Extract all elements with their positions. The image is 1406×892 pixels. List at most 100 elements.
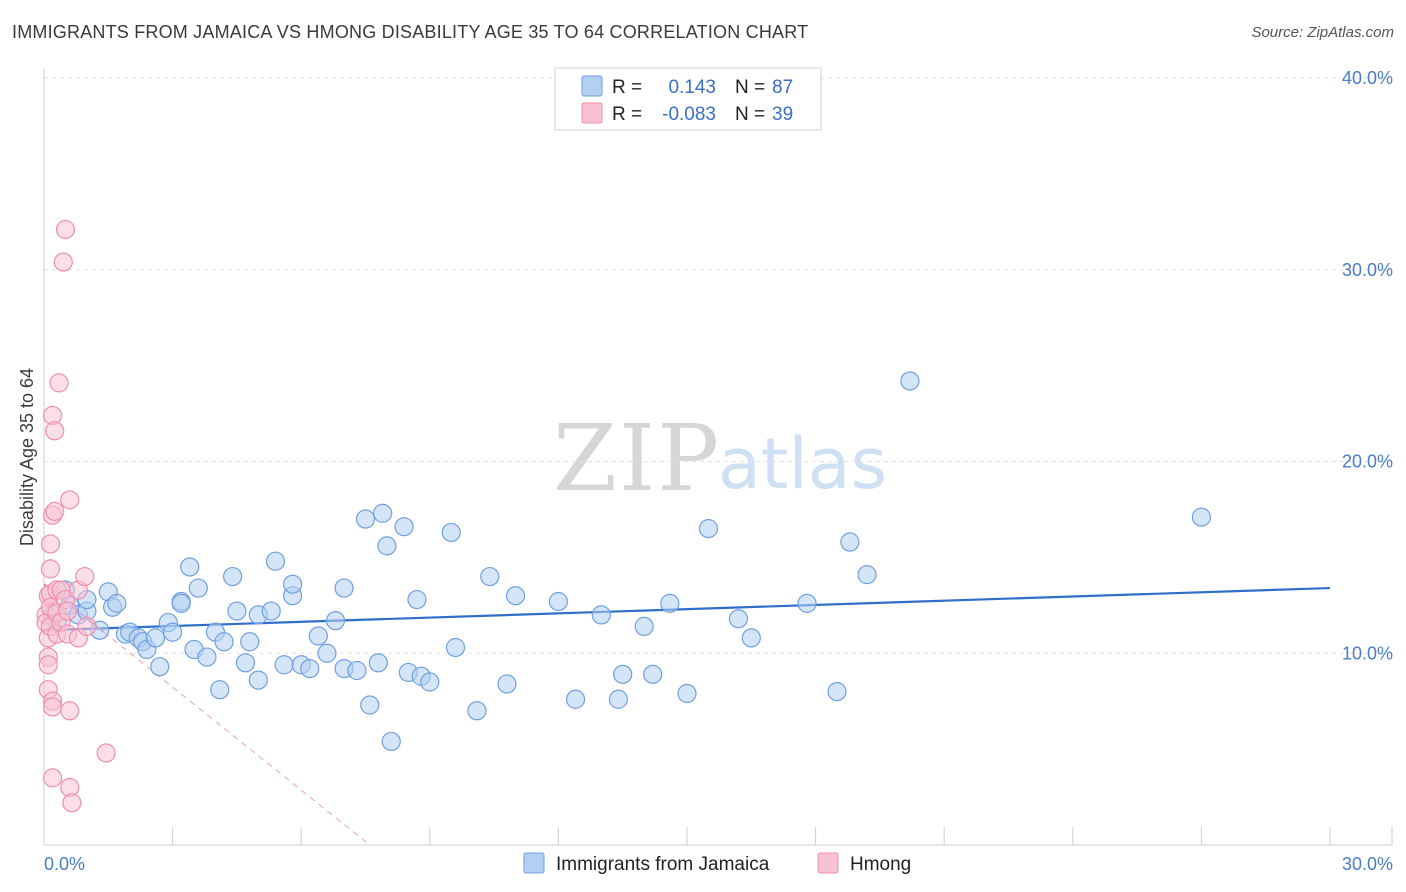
point-jamaica-17 — [150, 657, 170, 677]
point-jamaica-64 — [505, 586, 526, 606]
point-hmong-16 — [42, 768, 63, 788]
point-jamaica-65 — [548, 591, 569, 612]
point-jamaica-24 — [188, 578, 208, 598]
point-jamaica-58 — [420, 672, 440, 692]
point-jamaica-63 — [497, 674, 517, 694]
series-legend-swatch-jamaica — [523, 852, 545, 874]
point-jamaica-47 — [347, 660, 367, 681]
point-jamaica-44 — [325, 611, 346, 631]
data-points — [36, 219, 1212, 813]
legend-swatch-jamaica — [581, 75, 603, 97]
point-jamaica-37 — [274, 655, 294, 675]
point-hmong-26 — [55, 219, 76, 240]
watermark-zip: ZIP — [553, 405, 721, 512]
watermark-atlas: atlas — [718, 423, 887, 505]
point-jamaica-73 — [677, 683, 697, 704]
trend-line-hmong-dashed — [103, 631, 371, 846]
legend-n-label-jamaica: N = — [735, 77, 765, 98]
point-jamaica-68 — [608, 689, 629, 709]
point-jamaica-28 — [214, 632, 234, 652]
point-jamaica-53 — [381, 731, 401, 752]
point-jamaica-77 — [797, 593, 817, 613]
point-hmong-8 — [40, 559, 61, 579]
series-legend-swatch-hmong — [817, 852, 839, 874]
correlation-legend: R = 0.143 N = 87 R = -0.083 N = 39 — [554, 67, 822, 131]
point-jamaica-62 — [480, 566, 500, 587]
point-jamaica-59 — [441, 522, 461, 543]
trend-lines — [43, 583, 1331, 846]
point-jamaica-72 — [660, 593, 680, 613]
point-jamaica-21 — [171, 593, 191, 613]
series-legend-label-hmong: Hmong — [850, 854, 911, 875]
point-jamaica-41 — [300, 658, 320, 679]
point-jamaica-61 — [467, 701, 487, 721]
point-jamaica-27 — [210, 680, 230, 700]
point-jamaica-25 — [197, 647, 217, 667]
source-label: Source: ZipAtlas.com — [1251, 24, 1394, 41]
legend-r-value-hmong: -0.083 — [662, 104, 716, 125]
point-jamaica-74 — [698, 519, 719, 539]
point-jamaica-46 — [334, 578, 354, 598]
point-jamaica-39 — [283, 574, 303, 594]
point-jamaica-76 — [741, 628, 761, 648]
point-jamaica-19 — [163, 622, 183, 642]
point-jamaica-49 — [360, 695, 380, 715]
point-jamaica-36 — [265, 551, 286, 571]
point-jamaica-56 — [407, 589, 427, 610]
point-hmong-28 — [57, 601, 78, 621]
point-hmong-17 — [45, 421, 65, 441]
x-tick-label-max: 30.0% — [1342, 854, 1393, 874]
point-jamaica-52 — [377, 536, 397, 556]
point-jamaica-48 — [355, 509, 376, 529]
legend-n-value-jamaica: 87 — [772, 77, 793, 98]
point-jamaica-42 — [308, 626, 328, 646]
point-hmong-31 — [60, 701, 80, 721]
point-jamaica-16 — [145, 628, 166, 648]
point-hmong-7 — [40, 534, 61, 554]
y-tick-label-1: 20.0% — [1342, 452, 1393, 472]
point-jamaica-50 — [368, 653, 388, 673]
point-jamaica-29 — [223, 566, 243, 587]
point-jamaica-79 — [840, 532, 860, 552]
point-hmong-5 — [38, 655, 58, 675]
point-jamaica-43 — [317, 643, 337, 663]
legend-r-value-jamaica: 0.143 — [668, 77, 716, 98]
gridlines — [44, 77, 1392, 654]
legend-r-label-jamaica: R = — [612, 77, 642, 98]
point-jamaica-51 — [373, 503, 393, 523]
point-jamaica-81 — [900, 371, 920, 391]
point-hmong-36 — [75, 566, 95, 587]
point-jamaica-75 — [728, 609, 749, 629]
y-tick-label-2: 30.0% — [1342, 260, 1393, 280]
point-hmong-25 — [53, 252, 73, 272]
point-jamaica-60 — [445, 637, 466, 658]
legend-n-label-hmong: N = — [735, 104, 765, 125]
point-jamaica-32 — [240, 632, 260, 652]
series-legend: Immigrants from Jamaica Hmong — [523, 852, 911, 875]
point-hmong-18 — [45, 501, 65, 521]
point-hmong-33 — [62, 793, 82, 813]
x-tick-label-min: 0.0% — [44, 854, 85, 874]
point-jamaica-34 — [248, 670, 268, 690]
legend-swatch-hmong — [581, 102, 603, 124]
series-legend-label-jamaica: Immigrants from Jamaica — [556, 854, 770, 875]
point-jamaica-54 — [394, 517, 414, 537]
point-jamaica-31 — [235, 653, 256, 673]
y-tick-label-0: 10.0% — [1342, 643, 1393, 663]
point-jamaica-35 — [261, 601, 281, 621]
point-jamaica-30 — [227, 601, 247, 621]
point-jamaica-80 — [857, 565, 877, 585]
point-hmong-30 — [60, 490, 80, 510]
point-jamaica-67 — [591, 605, 611, 625]
point-hmong-37 — [77, 616, 97, 637]
point-jamaica-22 — [180, 557, 200, 577]
point-hmong-22 — [49, 373, 69, 393]
chart-title: IMMIGRANTS FROM JAMAICA VS HMONG DISABIL… — [12, 22, 809, 42]
y-tick-label-3: 40.0% — [1342, 68, 1393, 88]
axes: 10.0% 20.0% 30.0% 40.0% 0.0% 30.0% — [43, 68, 1393, 874]
point-jamaica-10 — [107, 593, 127, 613]
point-jamaica-78 — [827, 681, 847, 702]
point-hmong-15 — [42, 697, 63, 717]
point-jamaica-69 — [613, 664, 633, 684]
